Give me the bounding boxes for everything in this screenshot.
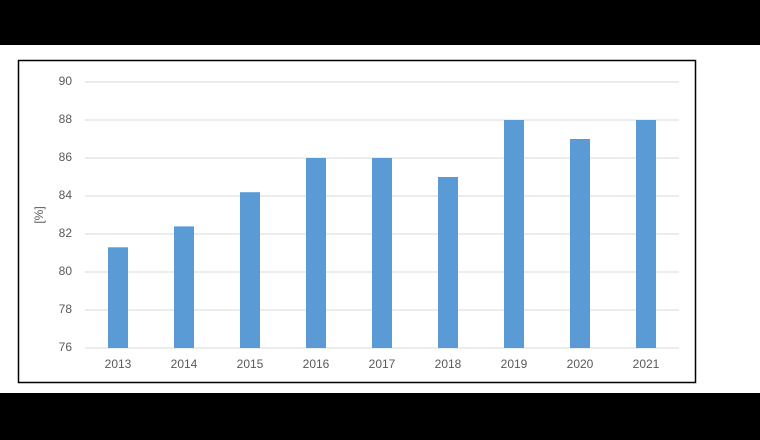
x-tick-label: 2013 — [105, 357, 132, 371]
y-tick-label: 78 — [59, 302, 73, 316]
bottom-band — [0, 393, 760, 440]
x-tick-label: 2018 — [435, 357, 462, 371]
x-tick-label: 2015 — [237, 357, 264, 371]
bar — [240, 192, 260, 348]
bar — [174, 226, 194, 348]
x-tick-label: 2016 — [303, 357, 330, 371]
y-tick-label: 82 — [59, 226, 73, 240]
y-axis-label: [%] — [32, 206, 46, 223]
x-tick-label: 2014 — [171, 357, 198, 371]
bar — [636, 120, 656, 348]
x-tick-label: 2017 — [369, 357, 396, 371]
bar — [570, 139, 590, 348]
x-tick-label: 2021 — [633, 357, 660, 371]
bar — [306, 158, 326, 348]
y-tick-label: 86 — [59, 150, 73, 164]
bar — [438, 177, 458, 348]
x-tick-label: 2020 — [567, 357, 594, 371]
bar — [504, 120, 524, 348]
bar — [372, 158, 392, 348]
y-tick-label: 80 — [59, 264, 73, 278]
y-tick-label: 88 — [59, 112, 73, 126]
top-band — [0, 0, 760, 45]
y-tick-label: 90 — [59, 74, 73, 88]
x-tick-label: 2019 — [501, 357, 528, 371]
y-tick-label: 84 — [59, 188, 73, 202]
bar — [108, 247, 128, 348]
y-tick-label: 76 — [59, 340, 73, 354]
